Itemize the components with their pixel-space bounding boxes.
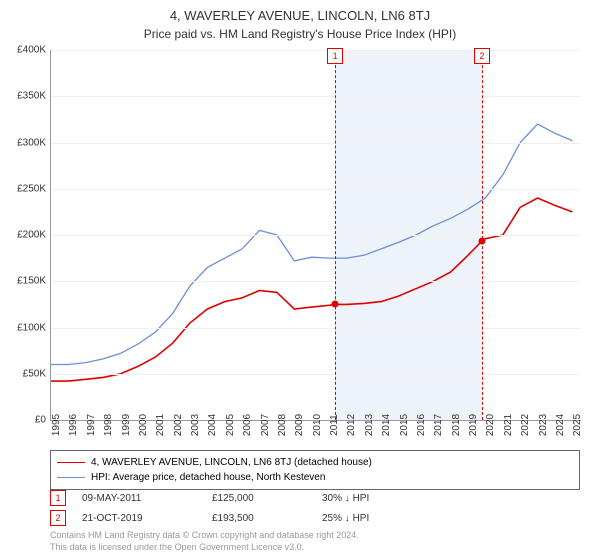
credits-line2: This data is licensed under the Open Gov…: [50, 542, 359, 554]
y-axis-label: £0: [35, 415, 46, 426]
x-axis-label: 2000: [138, 414, 149, 436]
x-axis-label: 2023: [538, 414, 549, 436]
x-axis-label: 2007: [260, 414, 271, 436]
x-axis-label: 1995: [51, 414, 62, 436]
credits-line1: Contains HM Land Registry data © Crown c…: [50, 530, 359, 542]
x-axis-label: 2018: [451, 414, 462, 436]
y-axis-label: £350K: [17, 91, 46, 102]
marker-vertical-line: [335, 50, 336, 420]
x-axis-label: 1997: [86, 414, 97, 436]
sale-point: [478, 238, 485, 245]
x-axis-label: 2009: [294, 414, 305, 436]
x-axis-label: 2008: [277, 414, 288, 436]
y-gridline: [51, 189, 581, 190]
marker-number-box: 1: [327, 48, 343, 64]
y-gridline: [51, 50, 581, 51]
transaction-delta: 25% ↓ HPI: [322, 513, 452, 524]
x-axis-label: 2010: [312, 414, 323, 436]
transactions-table: 1 09-MAY-2011£125,00030% ↓ HPI 2 21-OCT-201…: [50, 490, 580, 530]
x-axis-label: 1996: [68, 414, 79, 436]
x-axis-label: 1999: [121, 414, 132, 436]
x-axis-label: 2002: [173, 414, 184, 436]
y-axis-label: £150K: [17, 276, 46, 287]
x-axis-label: 2015: [399, 414, 410, 436]
y-gridline: [51, 281, 581, 282]
legend-color-line: [57, 462, 85, 463]
sale-point: [332, 301, 339, 308]
x-axis-label: 2016: [416, 414, 427, 436]
x-axis-label: 2005: [225, 414, 236, 436]
y-axis-label: £100K: [17, 322, 46, 333]
transaction-date: 09-MAY-2011: [82, 493, 212, 504]
transaction-row: 1 09-MAY-2011£125,00030% ↓ HPI: [50, 490, 580, 506]
x-axis-label: 2019: [468, 414, 479, 436]
legend-label: HPI: Average price, detached house, Nort…: [91, 470, 325, 485]
chart-subtitle: Price paid vs. HM Land Registry's House …: [0, 23, 600, 41]
transaction-price: £125,000: [212, 493, 322, 504]
transaction-marker-box: 1: [50, 490, 66, 506]
y-axis-label: £50K: [23, 368, 46, 379]
y-axis-label: £400K: [17, 45, 46, 56]
marker-vertical-line: [482, 50, 483, 420]
x-axis-label: 2014: [381, 414, 392, 436]
chart-title: 4, WAVERLEY AVENUE, LINCOLN, LN6 8TJ: [0, 0, 600, 23]
x-axis-label: 2001: [155, 414, 166, 436]
x-axis-label: 2012: [346, 414, 357, 436]
legend-item: 4, WAVERLEY AVENUE, LINCOLN, LN6 8TJ (de…: [57, 455, 573, 470]
transaction-marker-box: 2: [50, 510, 66, 526]
y-gridline: [51, 374, 581, 375]
legend-label: 4, WAVERLEY AVENUE, LINCOLN, LN6 8TJ (de…: [91, 455, 372, 470]
transaction-delta: 30% ↓ HPI: [322, 493, 452, 504]
x-axis-label: 2024: [555, 414, 566, 436]
transaction-row: 2 21-OCT-2019£193,50025% ↓ HPI: [50, 510, 580, 526]
x-axis-label: 2022: [520, 414, 531, 436]
marker-number-box: 2: [474, 48, 490, 64]
transaction-date: 21-OCT-2019: [82, 513, 212, 524]
y-gridline: [51, 143, 581, 144]
x-axis-label: 2025: [572, 414, 583, 436]
x-axis-label: 2003: [190, 414, 201, 436]
y-gridline: [51, 235, 581, 236]
x-axis-label: 2006: [242, 414, 253, 436]
legend-color-line: [57, 477, 85, 478]
series-line-price_paid: [51, 198, 572, 381]
y-gridline: [51, 328, 581, 329]
chart-container: 4, WAVERLEY AVENUE, LINCOLN, LN6 8TJ Pri…: [0, 0, 600, 560]
x-axis-label: 2013: [364, 414, 375, 436]
y-axis-label: £250K: [17, 183, 46, 194]
x-axis-label: 1998: [103, 414, 114, 436]
x-axis-label: 2020: [485, 414, 496, 436]
legend-item: HPI: Average price, detached house, Nort…: [57, 470, 573, 485]
chart-legend: 4, WAVERLEY AVENUE, LINCOLN, LN6 8TJ (de…: [50, 450, 580, 490]
credits-text: Contains HM Land Registry data © Crown c…: [50, 530, 359, 553]
transaction-price: £193,500: [212, 513, 322, 524]
x-axis-label: 2021: [503, 414, 514, 436]
x-axis-label: 2017: [433, 414, 444, 436]
chart-plot-area: £0£50K£100K£150K£200K£250K£300K£350K£400…: [50, 50, 581, 421]
y-axis-label: £300K: [17, 137, 46, 148]
y-gridline: [51, 96, 581, 97]
x-axis-label: 2004: [207, 414, 218, 436]
y-axis-label: £200K: [17, 230, 46, 241]
